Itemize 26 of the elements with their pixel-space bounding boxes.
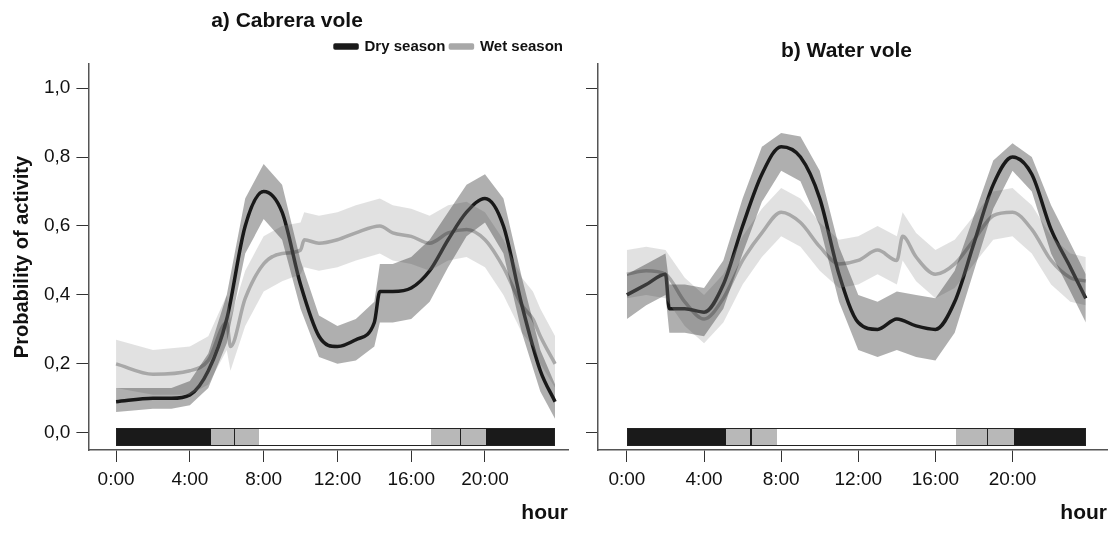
legend-label: Wet season	[479, 36, 564, 54]
x-tick-label: 8:00	[762, 467, 800, 489]
x-axis-title: hour	[521, 500, 568, 524]
x-tick-label: 12:00	[313, 467, 362, 489]
y-tick-label: 1,0	[43, 76, 71, 98]
x-tick-label: 12:00	[834, 467, 883, 489]
y-tick-label: 0,4	[43, 283, 71, 305]
x-axis-title: hour	[1060, 500, 1107, 524]
x-tick-label: 4:00	[685, 467, 723, 489]
legend-label: Dry season	[364, 36, 446, 54]
x-tick-label: 0:00	[97, 467, 135, 489]
chart-title: a) Cabrera vole	[211, 8, 363, 32]
x-tick-label: 16:00	[387, 467, 435, 489]
x-tick-label: 0:00	[608, 467, 646, 489]
x-tick-label: 4:00	[171, 467, 209, 489]
y-axis-title: Probability of activity	[9, 154, 32, 359]
x-tick-label: 16:00	[911, 467, 960, 489]
x-tick-label: 8:00	[245, 467, 283, 489]
x-tick-label: 20:00	[988, 467, 1037, 489]
y-tick-label: 0,2	[43, 352, 71, 374]
chart-title: b) Water vole	[780, 38, 913, 62]
line-series	[114, 224, 557, 376]
y-tick-label: 0,6	[43, 214, 71, 236]
y-tick-label: 0,0	[43, 421, 71, 442]
x-tick-label: 20:00	[461, 467, 509, 489]
y-tick-label: 0,8	[43, 145, 71, 167]
